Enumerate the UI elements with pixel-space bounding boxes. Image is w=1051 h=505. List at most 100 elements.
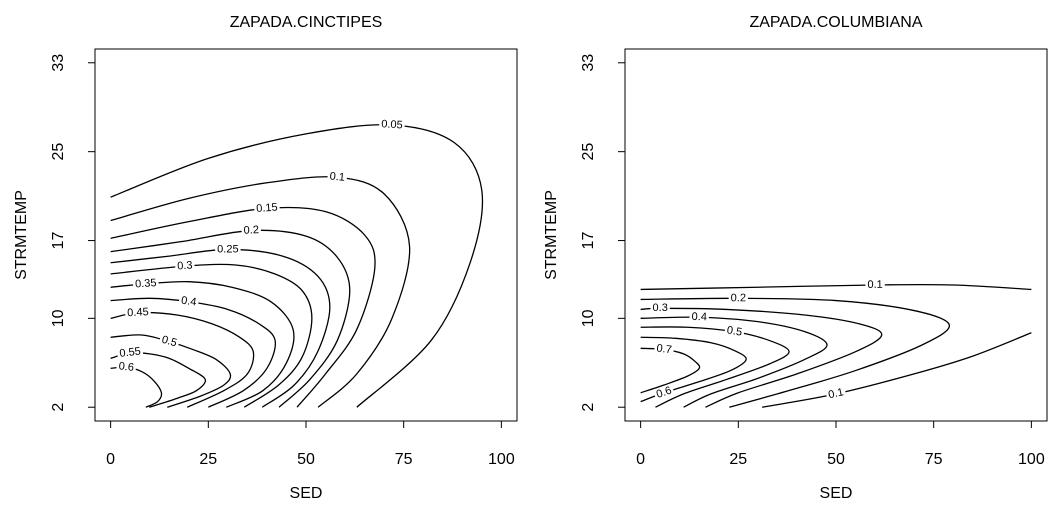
x-axis-label: SED (820, 485, 853, 502)
contour-label-bg (253, 201, 281, 216)
contour-line (110, 280, 295, 408)
contour-line (110, 248, 331, 408)
contour-label-bg (116, 360, 137, 375)
contour-label-text: 0.6 (118, 360, 134, 374)
contour-label: 0.4 (689, 310, 710, 324)
contour-label-text: 0.1 (827, 386, 845, 401)
contour-line (110, 176, 411, 408)
contour-label: 0.45 (124, 306, 151, 320)
contour-line (110, 229, 351, 408)
contour-label-bg (650, 302, 670, 315)
panel: ZAPADA.COLUMBIANA SED STRMTEMP 0 25 50 75 100 2 1… (543, 14, 1048, 502)
x-tick-label: 25 (729, 451, 747, 468)
contour-label-text: 0.2 (243, 224, 259, 237)
contour-label-text: 0.5 (160, 334, 178, 350)
x-tick-label: 75 (925, 451, 943, 468)
y-axis-label: STRMTEMP (543, 190, 560, 280)
x-axis-label: SED (290, 485, 323, 502)
contour-line (640, 316, 828, 408)
x-tick-label: 0 (636, 451, 645, 468)
contour-label-bg (378, 118, 406, 132)
contour-label-text: 0.1 (867, 279, 882, 291)
y-tick-label: 2 (50, 403, 67, 412)
contour-label: 0.6 (116, 360, 137, 375)
contour-label-bg (241, 224, 262, 237)
contour-label-bg (689, 310, 710, 324)
contour-label-bg (132, 276, 159, 291)
contour-label-text: 0.4 (180, 295, 197, 309)
y-tick-label: 17 (580, 232, 597, 250)
contour-label-bg (327, 170, 348, 185)
chart-title: ZAPADA.CINCTIPES (230, 14, 383, 31)
contour-label-bg (653, 342, 675, 357)
contour-label-text: 0.45 (127, 306, 149, 319)
contour-label-text: 0.15 (256, 201, 278, 215)
contour-label-bg (723, 324, 745, 340)
y-axis-label: STRMTEMP (13, 190, 30, 280)
contour-label: 0.1 (865, 278, 885, 292)
contour-line (110, 297, 277, 408)
x-tick-label: 0 (106, 451, 115, 468)
contour-line (110, 206, 376, 408)
contour-label: 0.2 (728, 292, 748, 305)
contour-label-text: 0.7 (656, 342, 673, 356)
contour-label: 0.15 (253, 201, 281, 216)
contour-line (110, 124, 484, 408)
contour-label: 0.55 (116, 345, 144, 361)
contour-label: 0.7 (653, 342, 675, 357)
y-tick-label: 10 (580, 309, 597, 327)
contour-label: 0.05 (378, 118, 406, 132)
y-tick-label: 2 (580, 403, 597, 412)
contour-label: 0.3 (174, 259, 195, 273)
contour-label-bg (158, 333, 181, 350)
contour-label-text: 0.05 (381, 118, 403, 131)
contour-label-text: 0.1 (329, 170, 345, 183)
x-tick-label: 75 (395, 451, 413, 468)
contour-label: 0.25 (215, 243, 241, 256)
contour-label: 0.6 (652, 383, 676, 402)
y-tick-label: 33 (50, 54, 67, 72)
contour-line (110, 263, 313, 408)
x-tick-label: 50 (827, 451, 845, 468)
plot-box (624, 48, 1048, 422)
x-tick-label: 25 (199, 451, 217, 468)
contour-label-bg (116, 345, 144, 361)
contour-label-text: 0.35 (135, 277, 157, 290)
contour-label-text: 0.4 (691, 311, 707, 323)
contour-line (110, 366, 163, 408)
contour-line (640, 297, 950, 408)
y-tick-label: 33 (580, 54, 597, 72)
contour-label: 0.2 (241, 224, 262, 237)
y-tick-label: 10 (50, 309, 67, 327)
contour-label-bg (174, 259, 195, 273)
contour-label-text: 0.3 (177, 259, 193, 272)
contour-label-bg (215, 243, 241, 256)
x-tick-label: 100 (488, 451, 515, 468)
contour-label: 0.35 (132, 276, 159, 291)
x-tick-label: 100 (1018, 451, 1045, 468)
contour-line (640, 307, 883, 408)
contour-label: 0.5 (158, 333, 181, 350)
contour-label-text: 0.3 (653, 302, 668, 314)
contour-label-text: 0.5 (726, 324, 743, 338)
chart-title: ZAPADA.COLUMBIANA (749, 14, 922, 31)
contours: 0.1 0.1 0.2 0.3 0.4 0.5 0.6 0.7 (640, 278, 1032, 408)
contour-line (110, 311, 255, 408)
contour-label-bg (178, 294, 200, 309)
contour-line (640, 336, 747, 403)
contour-label-text: 0.2 (731, 292, 746, 304)
contour-label-bg (865, 278, 885, 292)
contour-label-bg (652, 383, 676, 402)
contour-label-text: 0.6 (655, 385, 673, 401)
contour-label: 0.3 (650, 302, 670, 315)
contour-label-text: 0.55 (119, 346, 142, 360)
contour-label: 0.1 (327, 170, 348, 185)
contour-label-bg (124, 306, 151, 320)
contour-label-bg (728, 292, 748, 305)
contour-label: 0.1 (825, 385, 847, 402)
contour-line (110, 334, 232, 408)
contour-label-text: 0.25 (217, 243, 238, 255)
plot-box (94, 48, 518, 422)
panel: ZAPADA.CINCTIPES SED STRMTEMP 0 25 50 75 100 2 10… (13, 14, 518, 502)
